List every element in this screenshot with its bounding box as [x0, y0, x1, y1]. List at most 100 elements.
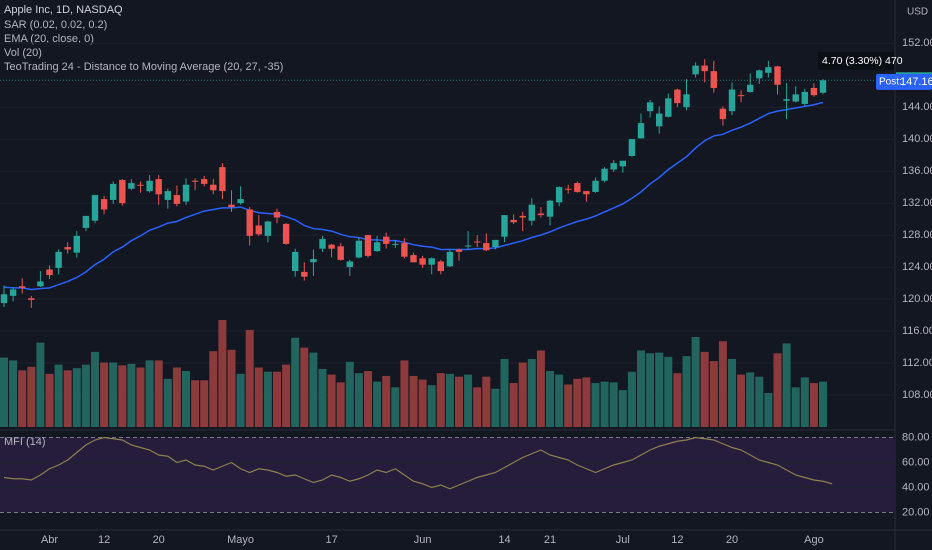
candle-body — [592, 180, 599, 192]
volume-bar — [227, 349, 236, 427]
candle-body — [383, 236, 390, 244]
candle-body — [219, 167, 226, 192]
volume-bar — [809, 383, 818, 427]
indicator-label: SAR (0.02, 0.02, 0.2) — [4, 19, 107, 31]
candle-body — [546, 200, 554, 217]
volume-bar — [700, 351, 709, 427]
candle-body — [301, 271, 308, 277]
volume-bar — [445, 373, 454, 427]
volume-bar — [218, 320, 227, 427]
candle-body — [273, 211, 281, 218]
candle-body — [510, 219, 517, 223]
volume-bar — [200, 380, 209, 427]
volume-bar — [0, 357, 8, 427]
candle-body — [19, 286, 26, 288]
volume-bar — [491, 388, 500, 427]
volume-bar — [436, 373, 445, 427]
volume-bar — [646, 353, 655, 427]
candle-body — [355, 240, 363, 258]
volume-bar — [300, 347, 309, 427]
volume-bar — [618, 390, 627, 427]
x-tick-label: Jul — [616, 534, 630, 546]
volume-bar — [36, 342, 45, 427]
candle-body — [246, 209, 253, 236]
candle-body — [82, 215, 90, 228]
volume-bar — [127, 363, 136, 427]
y-tick-label: 40.00 — [902, 481, 930, 493]
volume-bar — [72, 368, 81, 427]
candle-body — [191, 180, 199, 182]
candle-body — [747, 84, 754, 92]
volume-bar — [282, 364, 291, 427]
currency[interactable]: USD — [907, 7, 928, 18]
candle-body — [255, 225, 262, 235]
candle-body — [765, 67, 772, 73]
mfi-band — [0, 437, 895, 513]
volume-bar — [764, 392, 773, 427]
candle-body — [483, 243, 490, 251]
y-tick-label: 116.00 — [902, 325, 932, 337]
volume-bar — [473, 387, 482, 427]
volume-bar — [182, 371, 190, 427]
volume-bar — [536, 350, 545, 427]
x-tick-label: 12 — [98, 534, 110, 546]
candle-body — [346, 261, 353, 268]
post-price: 147.16 — [900, 76, 932, 88]
post-label: Post: — [879, 77, 902, 88]
volume-bar — [728, 358, 736, 427]
x-tick-label: Ago — [804, 534, 824, 546]
candle-body — [656, 113, 663, 127]
x-tick-label: 12 — [671, 534, 683, 546]
candle-body — [637, 123, 645, 139]
y-tick-label: 124.00 — [902, 261, 932, 273]
indicator-label: Vol (20) — [4, 47, 42, 59]
candle-body — [173, 195, 181, 204]
candle-body — [583, 191, 590, 195]
volume-bar — [455, 376, 463, 427]
volume-bar — [682, 356, 691, 427]
candle-body — [337, 246, 344, 260]
symbol-title: Apple Inc, 1D, NASDAQ — [4, 4, 123, 16]
candle-body — [792, 94, 799, 102]
candle-body — [728, 89, 736, 112]
volume-bar — [546, 371, 554, 427]
candle-body — [801, 91, 808, 104]
volume-bar — [791, 387, 800, 427]
candle-body — [328, 244, 335, 249]
y-tick-label: 108.00 — [902, 389, 932, 401]
candle-body — [501, 215, 508, 237]
volume-bar — [109, 362, 118, 427]
candle-body — [756, 70, 763, 79]
volume-bar — [309, 352, 318, 427]
candle-body — [610, 163, 617, 170]
candle-body — [492, 239, 499, 248]
volume-bar — [427, 385, 436, 427]
y-tick-label: 132.00 — [902, 197, 932, 209]
volume-bar — [527, 358, 536, 427]
volume-bar — [418, 379, 427, 427]
candle-body — [665, 98, 672, 117]
volume-bar — [482, 376, 491, 427]
measure-box — [818, 52, 894, 70]
volume-bar — [664, 356, 673, 427]
ema-line — [3, 101, 824, 291]
volume-bar — [54, 364, 63, 427]
candle-body — [164, 191, 171, 200]
volume-bar — [773, 353, 782, 427]
y-tick-label: 112.00 — [902, 357, 932, 369]
volume-bar — [600, 381, 609, 427]
candle-body — [692, 65, 699, 75]
candle-body — [119, 179, 126, 204]
volume-bar — [172, 367, 181, 427]
volume-bar — [191, 380, 200, 427]
volume-bar — [291, 337, 300, 427]
candle-body — [228, 204, 235, 208]
volume-bar — [209, 351, 218, 427]
volume-bar — [145, 360, 154, 427]
candle-body — [310, 259, 317, 263]
volume-bar — [509, 383, 518, 427]
candle-body — [737, 95, 745, 97]
indicator-label: EMA (20, close, 0) — [4, 33, 94, 45]
volume-bar — [245, 329, 254, 427]
